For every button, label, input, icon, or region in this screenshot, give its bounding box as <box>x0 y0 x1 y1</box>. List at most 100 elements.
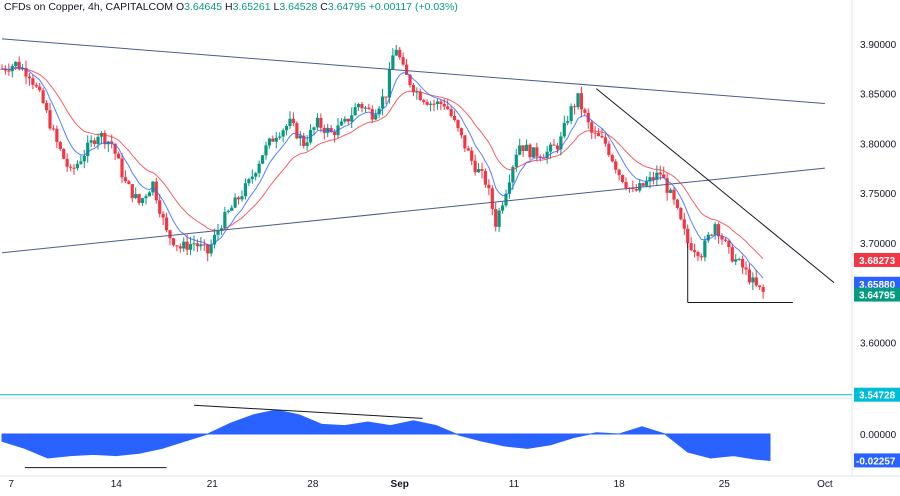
candle-body[interactable] <box>14 61 18 67</box>
candle-body[interactable] <box>288 118 292 127</box>
candle-body[interactable] <box>339 121 344 126</box>
candle-body[interactable] <box>439 101 443 104</box>
candle-body[interactable] <box>703 240 707 258</box>
candle-body[interactable] <box>545 151 549 159</box>
trendline-upper-descending[interactable] <box>1 38 825 105</box>
candle-body[interactable] <box>463 135 467 149</box>
candle-body[interactable] <box>483 170 488 185</box>
candle-body[interactable] <box>188 244 193 250</box>
candle-body[interactable] <box>740 258 745 268</box>
candle-body[interactable] <box>404 64 409 75</box>
candle-body[interactable] <box>192 243 196 245</box>
candle-body[interactable] <box>617 169 621 176</box>
candle-body[interactable] <box>672 189 676 200</box>
candle-body[interactable] <box>514 154 518 168</box>
candle-body[interactable] <box>171 238 176 246</box>
candle-body[interactable] <box>302 135 306 146</box>
candle-body[interactable] <box>422 100 426 102</box>
candle-body[interactable] <box>500 205 505 211</box>
candle-body[interactable] <box>41 90 45 103</box>
candle-body[interactable] <box>199 244 203 247</box>
trendline-short-descending[interactable] <box>595 88 835 283</box>
candle-body[interactable] <box>473 160 477 173</box>
candle-body[interactable] <box>267 138 272 146</box>
candle-body[interactable] <box>504 193 508 206</box>
candle-body[interactable] <box>278 136 282 138</box>
candle-body[interactable] <box>651 177 656 180</box>
candle-body[interactable] <box>610 154 614 162</box>
candle-body[interactable] <box>312 127 316 130</box>
candle-body[interactable] <box>254 173 258 177</box>
candle-body[interactable] <box>579 93 584 110</box>
candle-body[interactable] <box>668 189 673 193</box>
candle-body[interactable] <box>754 277 758 286</box>
candle-body[interactable] <box>230 207 234 211</box>
candle-body[interactable] <box>572 106 577 108</box>
candle-body[interactable] <box>343 118 347 122</box>
candle-body[interactable] <box>620 175 625 182</box>
candle-body[interactable] <box>92 140 97 145</box>
candle-body[interactable] <box>641 183 645 186</box>
candle-body[interactable] <box>134 194 138 199</box>
candle-body[interactable] <box>113 143 117 154</box>
candle-body[interactable] <box>662 174 666 179</box>
candle-body[interactable] <box>538 156 542 158</box>
candle-body[interactable] <box>164 217 169 231</box>
candle-body[interactable] <box>195 243 200 247</box>
candle-body[interactable] <box>490 188 494 209</box>
candle-body[interactable] <box>120 158 124 178</box>
candle-body[interactable] <box>271 138 275 142</box>
candle-body[interactable] <box>747 269 752 283</box>
candle-body[interactable] <box>209 244 213 254</box>
candle-body[interactable] <box>624 181 628 188</box>
candle-body[interactable] <box>226 210 230 213</box>
candle-body[interactable] <box>82 156 86 162</box>
candle-body[interactable] <box>38 86 42 91</box>
candle-body[interactable] <box>744 267 748 270</box>
candle-body[interactable] <box>116 153 121 159</box>
candle-body[interactable] <box>185 241 189 250</box>
candle-body[interactable] <box>329 127 333 133</box>
candle-body[interactable] <box>374 114 378 120</box>
candle-body[interactable] <box>62 148 66 159</box>
candle-body[interactable] <box>223 212 227 229</box>
candle-body[interactable] <box>456 120 460 129</box>
candle-body[interactable] <box>418 91 422 101</box>
candle-body[interactable] <box>692 250 697 253</box>
candle-body[interactable] <box>528 144 532 158</box>
candle-body[interactable] <box>689 243 693 251</box>
candle-body[interactable] <box>370 109 374 120</box>
candle-body[interactable] <box>319 117 323 128</box>
candle-body[interactable] <box>387 69 392 98</box>
candle-body[interactable] <box>243 183 248 197</box>
candle-body[interactable] <box>332 132 337 136</box>
candle-body[interactable] <box>600 136 604 138</box>
candle-body[interactable] <box>576 93 580 108</box>
candle-body[interactable] <box>68 166 73 168</box>
candle-body[interactable] <box>644 181 649 186</box>
candle-body[interactable] <box>727 240 731 248</box>
candle-body[interactable] <box>466 148 470 151</box>
candle-body[interactable] <box>34 84 38 87</box>
candle-body[interactable] <box>89 140 93 143</box>
candle-body[interactable] <box>415 91 419 93</box>
candle-body[interactable] <box>716 224 721 237</box>
candle-body[interactable] <box>212 234 217 245</box>
candle-body[interactable] <box>178 246 182 249</box>
candle-body[interactable] <box>99 133 104 137</box>
candle-body[interactable] <box>284 126 289 131</box>
symbol-title[interactable]: CFDs on Copper, 4h, CAPITALCOM <box>4 1 174 13</box>
candle-body[interactable] <box>737 258 741 260</box>
candle-body[interactable] <box>569 106 573 122</box>
candle-body[interactable] <box>360 103 364 109</box>
candle-body[interactable] <box>401 57 405 65</box>
candle-body[interactable] <box>144 196 148 199</box>
candle-body[interactable] <box>233 197 237 208</box>
candle-body[interactable] <box>408 74 412 86</box>
candle-body[interactable] <box>51 128 56 130</box>
candle-body[interactable] <box>298 135 302 139</box>
candle-body[interactable] <box>350 115 354 122</box>
candle-body[interactable] <box>428 103 433 105</box>
candle-body[interactable] <box>521 145 525 152</box>
candle-body[interactable] <box>449 108 453 117</box>
